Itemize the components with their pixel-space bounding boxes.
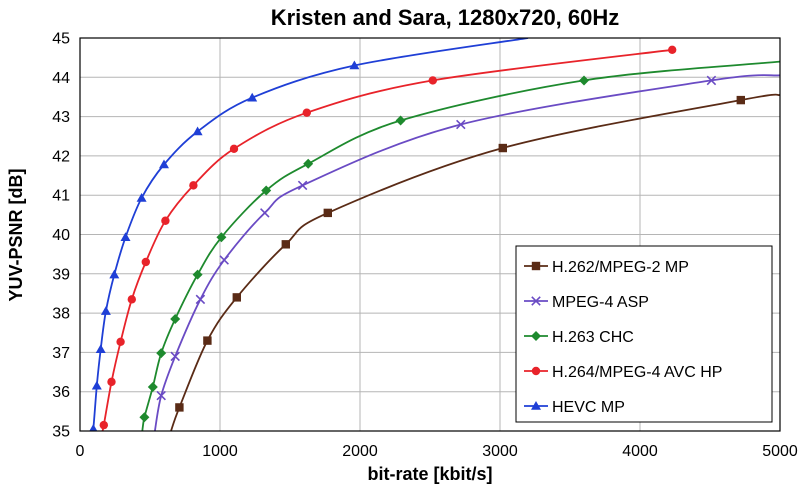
x-tick-label: 5000 — [762, 443, 798, 460]
data-point — [120, 232, 131, 242]
legend-label: MPEG-4 ASP — [552, 294, 649, 311]
data-point — [175, 403, 184, 412]
data-point — [141, 257, 150, 267]
data-point — [107, 377, 116, 387]
legend-item: H.263 CHC — [524, 329, 634, 346]
data-point — [219, 255, 229, 265]
legend-label: H.264/MPEG-4 AVC HP — [552, 364, 722, 381]
x-tick-label: 1000 — [202, 443, 238, 460]
data-point — [170, 351, 180, 362]
data-point — [156, 390, 166, 401]
data-point — [297, 180, 308, 191]
y-tick-label: 39 — [52, 266, 70, 283]
x-tick-label: 0 — [76, 443, 85, 460]
series-line — [170, 93, 780, 431]
legend-item: HEVC MP — [524, 399, 625, 416]
legend-marker — [531, 401, 541, 410]
data-point — [189, 181, 198, 190]
legend: H.262/MPEG-2 MP MPEG-4 ASP H.263 CHC H.264/… — [515, 245, 773, 423]
data-point — [232, 293, 241, 302]
data-point — [349, 60, 360, 70]
legend-marker — [531, 331, 541, 341]
y-axis-ticks: 35 36 37 38 39 40 41 42 43 44 45 — [52, 31, 70, 441]
data-point — [192, 269, 203, 280]
data-point — [303, 158, 314, 169]
data-point — [736, 95, 745, 105]
data-point — [498, 143, 507, 153]
data-point — [456, 119, 466, 130]
series-1 — [154, 74, 780, 431]
data-point — [170, 313, 181, 324]
x-tick-label: 4000 — [622, 443, 658, 460]
y-tick-label: 42 — [52, 148, 70, 165]
legend-label: H.263 CHC — [552, 329, 634, 346]
y-tick-label: 38 — [52, 306, 70, 323]
x-axis-ticks: 0 1000 2000 3000 4000 5000 — [76, 443, 798, 460]
data-point — [89, 424, 98, 431]
data-point — [95, 344, 106, 354]
legend-label: HEVC MP — [552, 399, 625, 416]
data-point — [260, 208, 270, 218]
data-point — [91, 380, 102, 390]
data-point — [156, 348, 167, 359]
data-point — [159, 159, 169, 169]
y-tick-label: 36 — [52, 384, 70, 401]
data-point — [127, 295, 136, 304]
y-tick-label: 40 — [52, 227, 70, 244]
y-tick-label: 37 — [52, 345, 70, 362]
data-point — [147, 381, 158, 392]
data-point — [99, 420, 109, 430]
data-point — [136, 192, 147, 202]
x-tick-label: 3000 — [482, 443, 518, 460]
legend-item: H.264/MPEG-4 AVC HP — [524, 364, 722, 381]
data-point — [229, 144, 239, 154]
series-4 — [89, 38, 529, 431]
legend-item: MPEG-4 ASP — [524, 294, 649, 311]
data-point — [395, 115, 406, 126]
data-point — [192, 126, 203, 136]
data-point — [116, 337, 125, 346]
data-point — [323, 208, 332, 218]
plot-frame — [79, 37, 781, 432]
series-layer — [89, 38, 780, 431]
y-tick-label: 44 — [52, 70, 70, 87]
data-point — [216, 232, 227, 243]
legend-item: H.262/MPEG-2 MP — [524, 259, 689, 276]
x-axis-title: bit-rate [kbit/s] — [367, 464, 492, 484]
legend-label: H.262/MPEG-2 MP — [552, 259, 689, 276]
data-point — [668, 45, 677, 54]
data-point — [100, 306, 111, 315]
data-point — [281, 240, 290, 249]
data-point — [706, 75, 717, 86]
data-point — [195, 294, 206, 305]
series-line — [154, 74, 780, 431]
data-point — [261, 185, 272, 196]
y-axis-title: YUV-PSNR [dB] — [6, 168, 26, 301]
series-2 — [139, 60, 780, 431]
series-3 — [99, 45, 677, 431]
legend-marker — [531, 261, 541, 271]
series-0 — [170, 93, 780, 431]
legend-marker — [531, 366, 541, 376]
legend-box — [515, 245, 773, 423]
y-tick-label: 41 — [52, 188, 70, 205]
data-point — [579, 75, 589, 86]
data-point — [109, 269, 120, 279]
chart-title: Kristen and Sara, 1280x720, 60Hz — [271, 5, 620, 30]
y-tick-label: 45 — [52, 31, 70, 48]
data-point — [203, 336, 212, 345]
data-point — [247, 92, 258, 102]
data-point — [428, 76, 437, 85]
x-tick-label: 2000 — [342, 443, 378, 460]
data-point — [302, 108, 311, 117]
data-point — [139, 412, 150, 423]
y-tick-label: 35 — [52, 424, 70, 441]
legend-marker — [531, 296, 541, 306]
data-point — [161, 216, 170, 225]
y-tick-label: 43 — [52, 109, 70, 126]
